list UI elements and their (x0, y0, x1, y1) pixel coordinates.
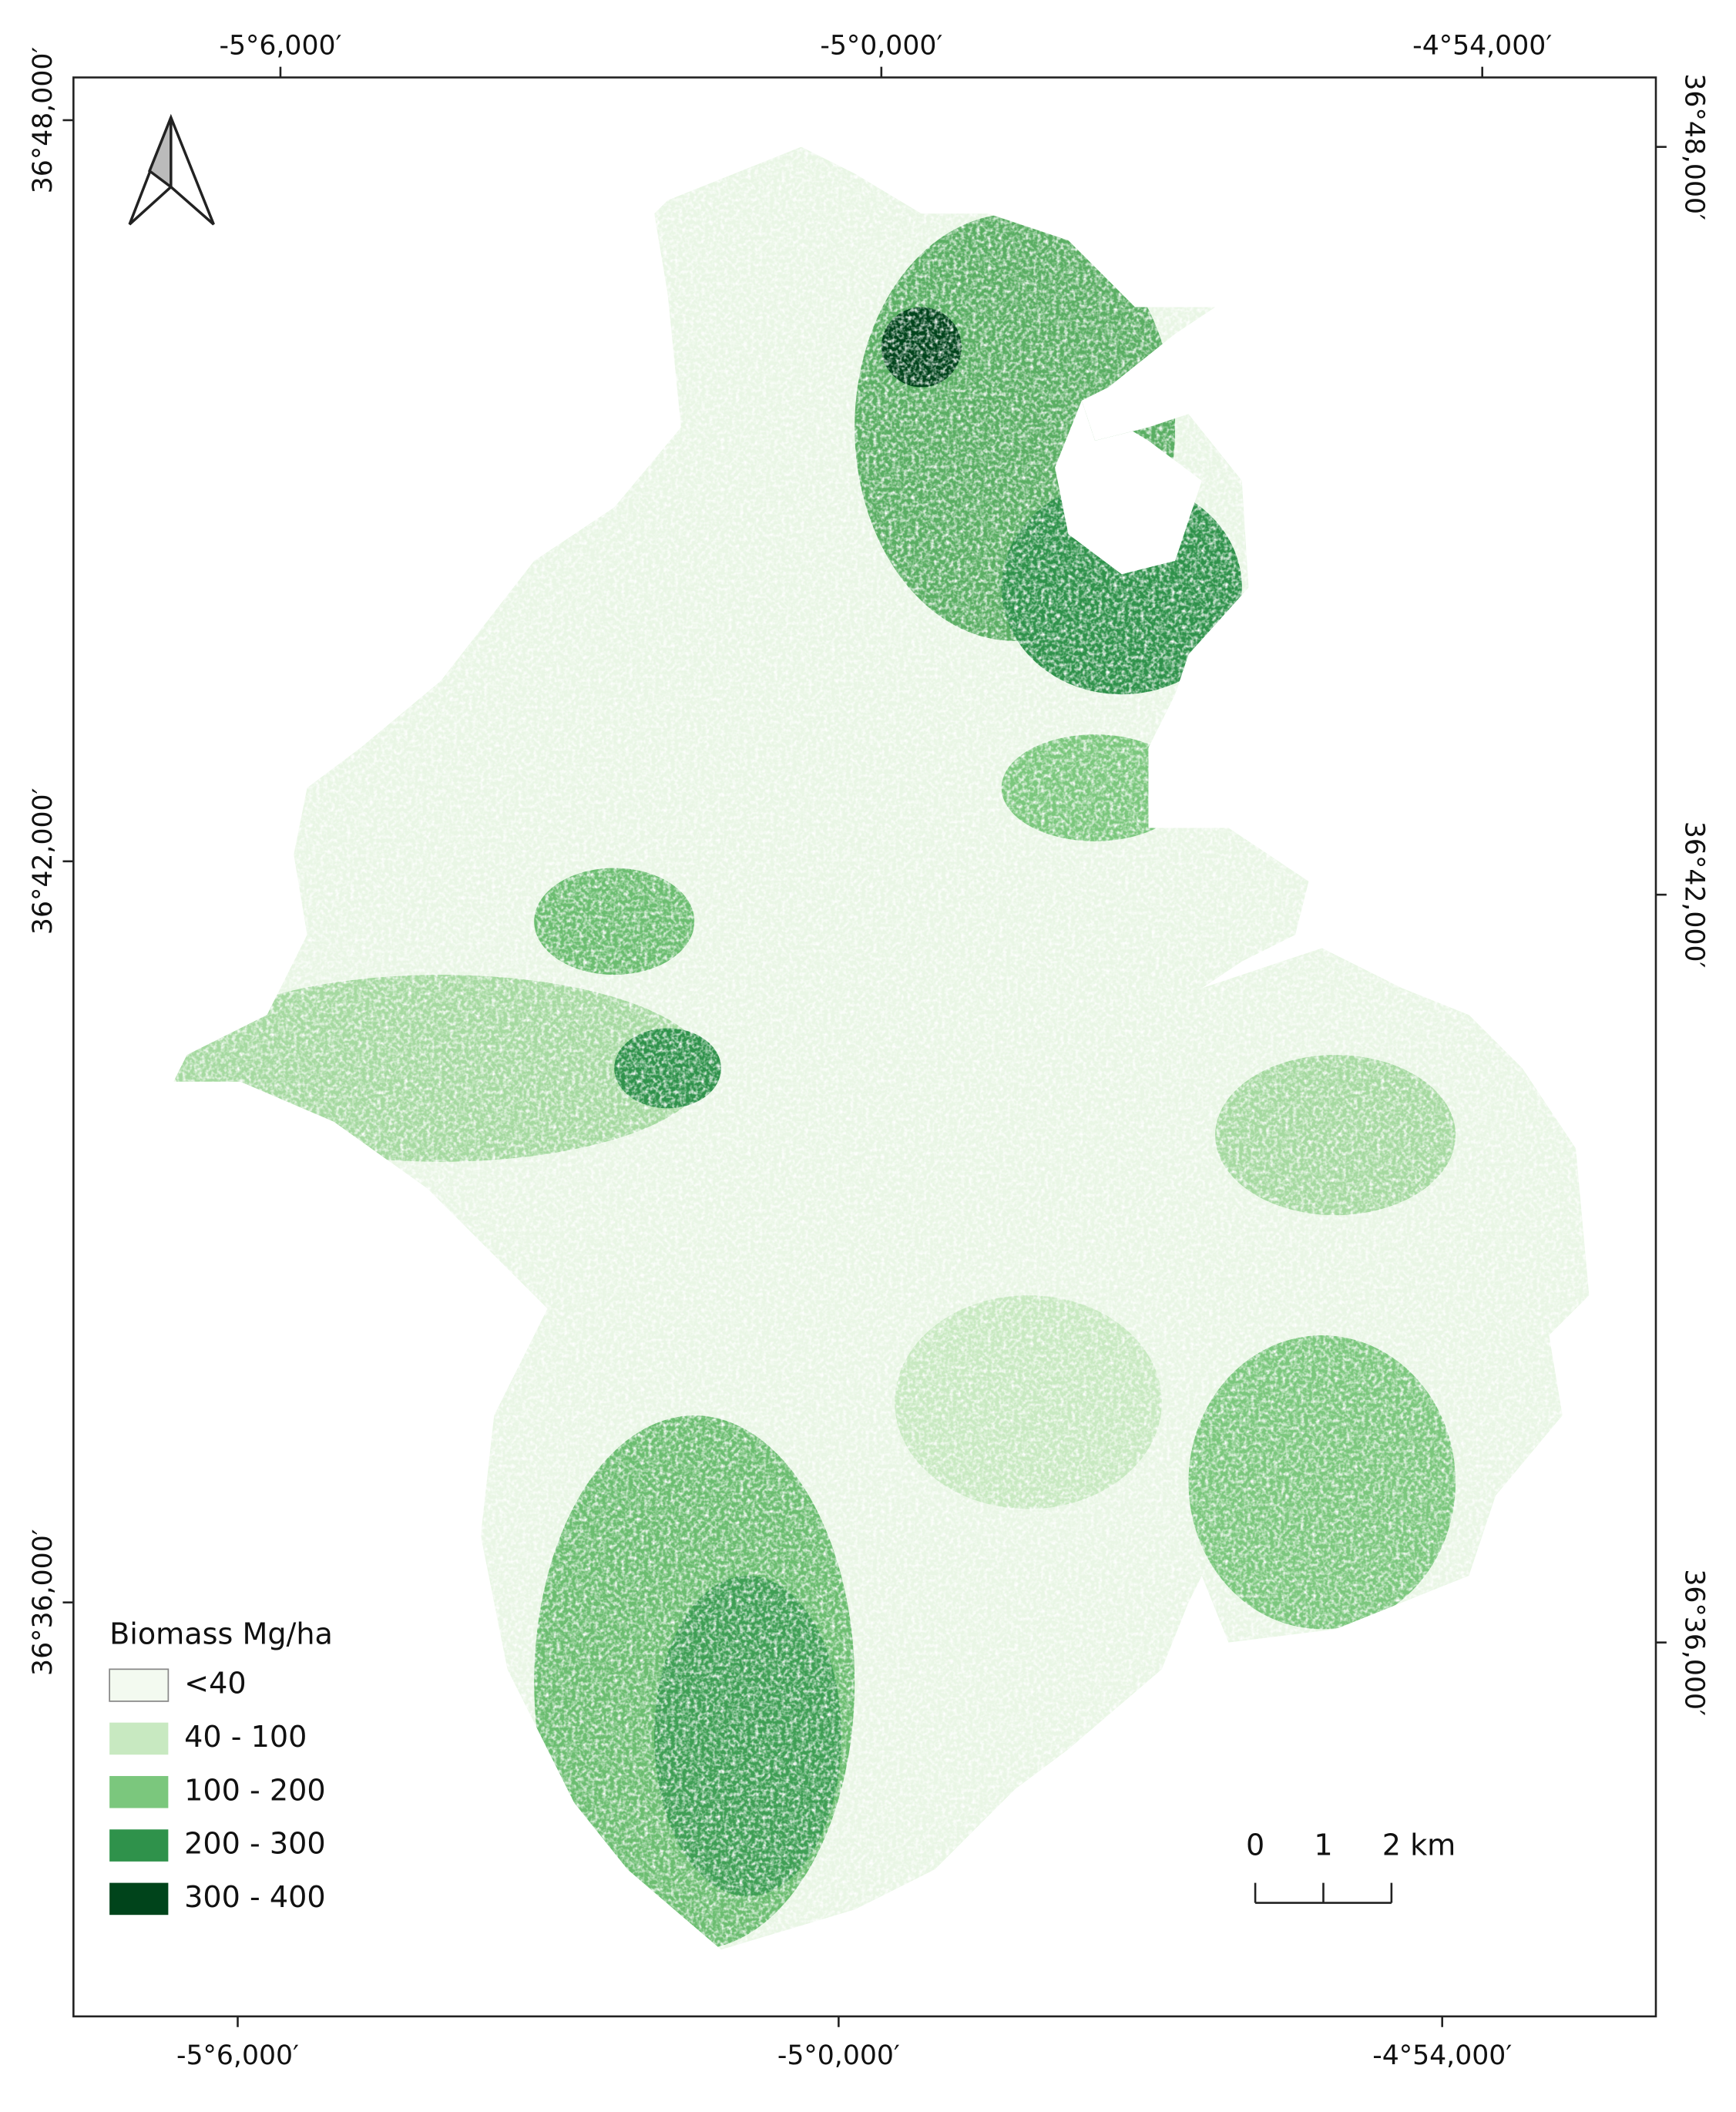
legend-label: 40 - 100 (184, 1720, 307, 1754)
legend-label: 200 - 300 (184, 1827, 325, 1861)
north-arrow (128, 113, 215, 226)
top-label: -5°6,000′ (219, 31, 341, 62)
legend-swatch (109, 1829, 169, 1862)
right-label: 36°42,000′ (1679, 821, 1710, 969)
legend-label: 300 - 400 (184, 1880, 325, 1914)
scale-bar (1254, 1882, 1393, 1904)
scale-label: 1 (1314, 1828, 1332, 1862)
legend-swatch (109, 1722, 169, 1755)
legend-label: 100 - 200 (184, 1773, 325, 1807)
legend: <40 40 - 100 100 - 200 200 - 300 300 - 400 (109, 1667, 326, 1916)
left-label: 36°36,000′ (28, 1529, 59, 1676)
legend-swatch (109, 1882, 169, 1916)
legend-title: Biomass Mg/ha (109, 1617, 333, 1650)
right-label: 36°48,000′ (1679, 73, 1710, 220)
top-label: -4°54,000′ (1412, 31, 1552, 62)
bottom-label: -5°0,000′ (777, 2040, 900, 2071)
left-label: 36°42,000′ (28, 787, 59, 935)
frame-ticks (62, 66, 1667, 2027)
scale-label: 0 (1246, 1828, 1264, 1862)
left-label: 36°48,000′ (28, 47, 59, 194)
right-label: 36°36,000′ (1679, 1569, 1710, 1716)
top-label: -5°0,000′ (820, 31, 942, 62)
legend-swatch (109, 1668, 170, 1702)
legend-swatch (109, 1775, 169, 1808)
legend-label: <40 (184, 1667, 246, 1701)
bottom-label: -4°54,000′ (1372, 2040, 1512, 2071)
scale-label: 2 km (1382, 1828, 1456, 1862)
bottom-label: -5°6,000′ (176, 2040, 299, 2071)
